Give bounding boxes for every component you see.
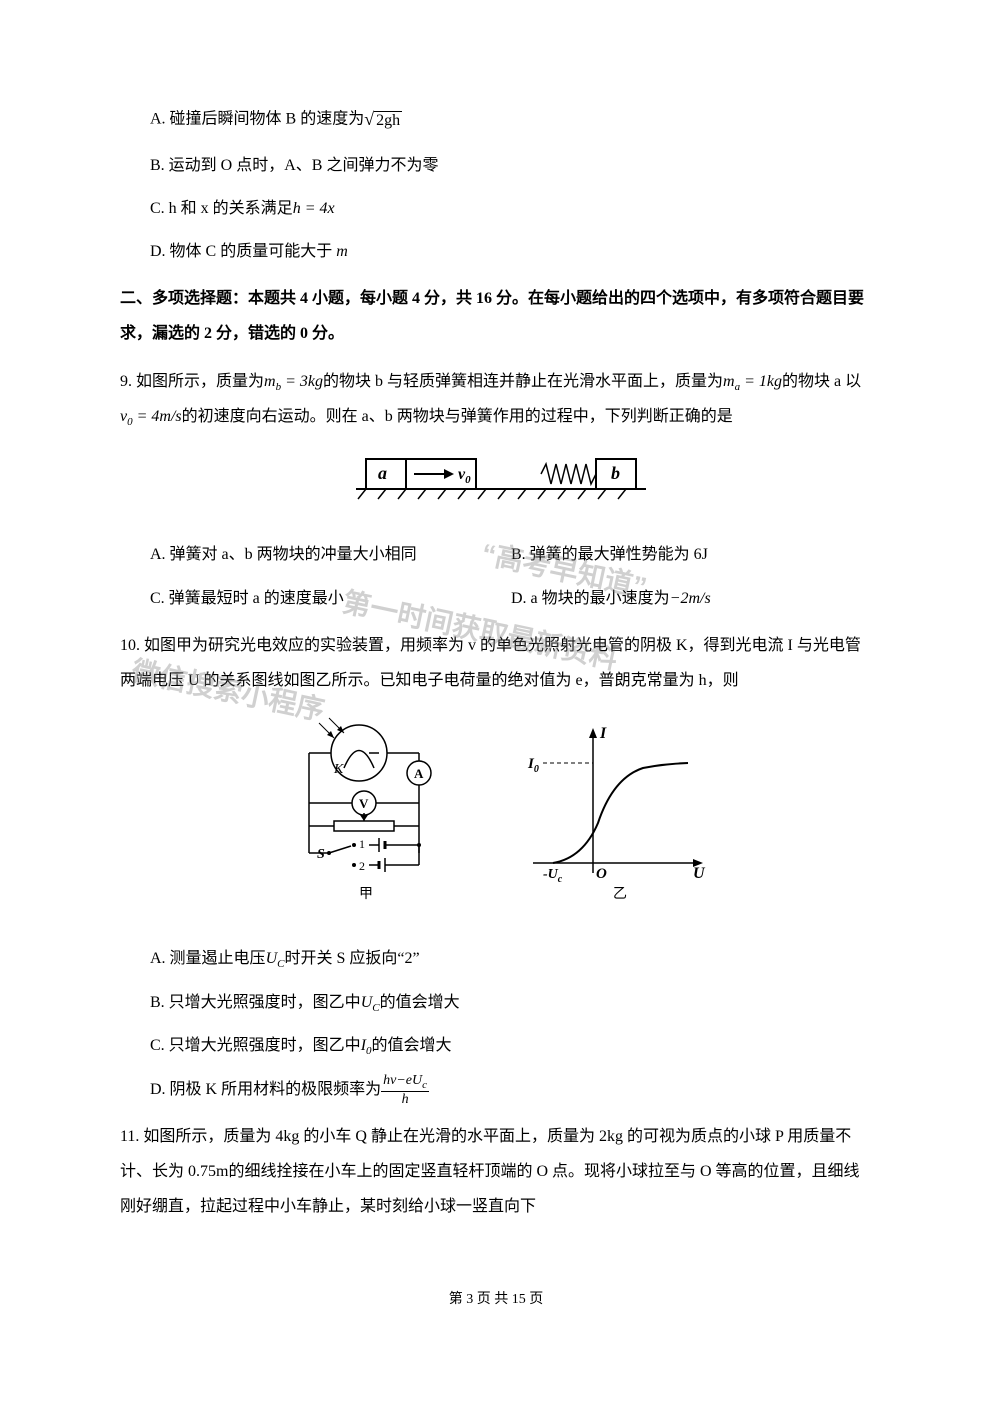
frac-num-main: hv−eU — [383, 1073, 422, 1088]
block-a-label: a — [378, 463, 387, 483]
q11-text: 11. 如图所示，质量为 4kg 的小车 Q 静止在光滑的水平面上，质量为 2k… — [120, 1119, 872, 1225]
sqrt-expr: √2gh — [364, 100, 402, 140]
iv-curve — [553, 763, 688, 863]
terminal-2-label: 2 — [359, 859, 365, 873]
circuit-svg: K A V S — [279, 713, 479, 913]
q10-text: 10. 如图甲为研究光电效应的实验装置，用频率为 v 的单色光照射光电管的阴极 … — [120, 628, 872, 698]
q8-option-c: C. h 和 x 的关系满足h = 4x — [150, 191, 872, 226]
switch-terminal-2 — [352, 863, 356, 867]
ammeter-label: A — [414, 766, 424, 781]
q10-opt-d-prefix: D. 阴极 K 所用材料的极限频率为 — [150, 1081, 381, 1098]
q8-opt-d-var: m — [336, 243, 348, 260]
q9-option-c: C. 弹簧最短时 a 的速度最小 — [150, 581, 511, 616]
q9-text: 9. 如图所示，质量为mb = 3kg的物块 b 与轻质弹簧相连并静止在光滑水平… — [120, 364, 872, 435]
arrow-head — [444, 469, 454, 479]
q9-mid1: 的物块 b 与轻质弹簧相连并静止在光滑水平面上，质量为 — [323, 373, 723, 390]
q9-options-row2: C. 弹簧最短时 a 的速度最小 D. a 物块的最小速度为−2m/s — [150, 581, 872, 616]
q10-opt-a-prefix: A. 测量遏止电压 — [150, 950, 266, 967]
i-axis-label: I — [599, 725, 607, 742]
v0-label: v0 — [458, 466, 471, 486]
i0-label: I0 — [527, 756, 539, 775]
q9-mb: m — [264, 373, 276, 390]
q10-opt-d-frac: hv−eUch — [381, 1073, 429, 1107]
voltmeter-label: V — [359, 796, 369, 811]
q9-options-row1: A. 弹簧对 a、b 两物块的冲量大小相同 B. 弹簧的最大弹性势能为 6J — [150, 537, 872, 572]
q9-ma: m — [723, 373, 735, 390]
ground-hatching — [358, 489, 626, 499]
frac-num-sub: c — [422, 1079, 427, 1091]
q9-end: 的初速度向右运动。则在 a、b 两物块与弹簧作用的过程中，下列判断正确的是 — [182, 408, 733, 425]
graph-svg: I U I0 -Uc O 乙 — [513, 713, 713, 913]
q8-option-b: B. 运动到 O 点时，A、B 之间弹力不为零 — [150, 148, 872, 183]
q8-opt-c-formula: h = 4x — [293, 200, 335, 217]
q10-opt-c-suffix: 的值会增大 — [372, 1037, 452, 1054]
q10-opt-c-prefix: C. 只增大光照强度时，图乙中 — [150, 1037, 361, 1054]
graph-caption: 乙 — [613, 886, 627, 902]
terminal-1-label: 1 — [359, 837, 365, 851]
q10-option-d: D. 阴极 K 所用材料的极限频率为hv−eUch — [150, 1072, 872, 1107]
q10-opt-b-uc-sub: C — [372, 1002, 379, 1014]
page-footer: 第 3 页 共 15 页 — [120, 1285, 872, 1316]
spring-svg: a v0 b — [336, 449, 656, 509]
section-2-header: 二、多项选择题：本题共 4 小题，每小题 4 分，共 16 分。在每小题给出的四… — [120, 281, 872, 351]
q10-opt-b-prefix: B. 只增大光照强度时，图乙中 — [150, 994, 361, 1011]
k-label: K — [333, 762, 344, 777]
q9-option-b: B. 弹簧的最大弹性势能为 6J — [511, 537, 872, 572]
q10-opt-b-suffix: 的值会增大 — [380, 994, 460, 1011]
q9-v0-eq: = 4m/s — [133, 408, 182, 425]
q8-option-d: D. 物体 C 的质量可能大于 m — [150, 234, 872, 269]
q9-ma-eq: = 1kg — [740, 373, 782, 390]
q9-mid2: 的物块 a 以 — [782, 373, 861, 390]
block-b-label: b — [611, 463, 620, 483]
q10-opt-a-suffix: 时开关 S 应扳向“2” — [284, 950, 419, 967]
spring — [541, 464, 596, 484]
q8-opt-a-text: A. 碰撞后瞬间物体 B 的速度为 — [150, 110, 364, 127]
u-axis-label: U — [693, 865, 706, 882]
switch-arm — [329, 846, 351, 853]
q10-opt-b-uc: U — [361, 994, 373, 1011]
origin-label: O — [596, 866, 607, 882]
q9-option-d: D. a 物块的最小速度为−2m/s — [511, 581, 872, 616]
y-axis-arrow — [589, 728, 597, 738]
rheostat-rect — [334, 821, 394, 831]
switch-label: S — [317, 847, 325, 862]
q8-opt-c-prefix: C. h 和 x 的关系满足 — [150, 200, 293, 217]
q9-prefix: 9. 如图所示，质量为 — [120, 373, 264, 390]
q9-opt-d-prefix: D. a 物块的最小速度为 — [511, 590, 670, 607]
q8-option-a: A. 碰撞后瞬间物体 B 的速度为√2gh — [150, 100, 872, 140]
q9-opt-d-val: −2m/s — [670, 590, 711, 607]
q9-option-a: A. 弹簧对 a、b 两物块的冲量大小相同 — [150, 537, 511, 572]
frac-den: h — [381, 1092, 429, 1107]
q9-figure: a v0 b — [120, 449, 872, 522]
q8-opt-d-prefix: D. 物体 C 的质量可能大于 — [150, 243, 336, 260]
q9-mb-eq: = 3kg — [281, 373, 323, 390]
q10-option-b: B. 只增大光照强度时，图乙中UC的值会增大 — [150, 985, 872, 1020]
q10-option-c: C. 只增大光照强度时，图乙中I0的值会增大 — [150, 1028, 872, 1063]
uc-label: -Uc — [543, 867, 563, 885]
switch-terminal-1 — [352, 843, 356, 847]
q10-figures: K A V S — [120, 713, 872, 926]
sqrt-content: 2gh — [374, 111, 402, 129]
page-content: “高考早知道” 第一时间获取最新资料 微信搜索小程序 A. 碰撞后瞬间物体 B … — [0, 0, 992, 1375]
q10-option-a: A. 测量遏止电压UC时开关 S 应扳向“2” — [150, 941, 872, 976]
q10-opt-a-uc: U — [266, 950, 278, 967]
circuit-caption: 甲 — [359, 887, 373, 902]
rheostat-arrow — [360, 815, 368, 821]
